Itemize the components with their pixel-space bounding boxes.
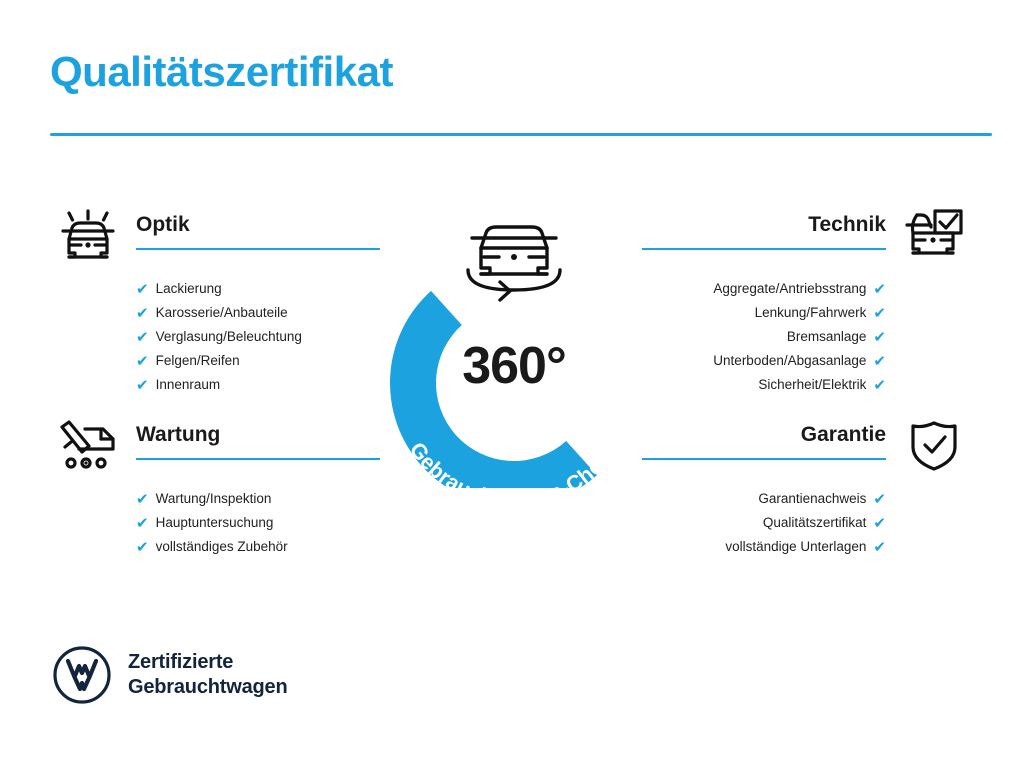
list-item-label: Wartung/Inspektion <box>155 491 272 506</box>
list-item: vollständige Unterlagen ✔ <box>642 535 886 559</box>
check-icon: ✔ <box>873 376 886 394</box>
list-item: ✔ Felgen/Reifen <box>136 349 380 373</box>
list-item: Sicherheit/Elektrik ✔ <box>642 373 886 397</box>
section-divider <box>136 248 380 250</box>
list-item: ✔ vollständiges Zubehör <box>136 535 380 559</box>
checklist-garantie: Garantienachweis ✔ Qualitätszertifikat ✔ v… <box>642 487 974 559</box>
page-title: Qualitätszertifikat <box>50 48 393 95</box>
list-item-label: Hauptuntersuchung <box>155 515 274 530</box>
checklist-optik: ✔ Lackierung ✔ Karosserie/Anbauteile ✔ Verg… <box>48 277 380 397</box>
list-item: Lenkung/Fahrwerk ✔ <box>642 301 886 325</box>
section-header: Garantie <box>642 415 974 477</box>
list-item-label: Garantienachweis <box>758 491 867 506</box>
list-item-label: Felgen/Reifen <box>155 353 240 368</box>
section-title: Optik <box>136 213 190 236</box>
badge-360-gebrauchtwagen-check: Gebrauchtwagen-Check 360° <box>368 188 660 488</box>
list-item-label: Verglasung/Beleuchtung <box>155 329 302 344</box>
section-title-wrap: Technik <box>642 205 886 250</box>
section-optik: Optik ✔ Lackierung ✔ Karosserie/Anbauteile… <box>48 205 380 397</box>
section-technik: Technik Aggregate/Antriebsstrang ✔ Lenkun… <box>642 205 974 397</box>
badge-number: 360° <box>462 337 567 395</box>
shield-check-icon <box>894 415 974 477</box>
list-item-label: Aggregate/Antriebsstrang <box>713 281 867 296</box>
section-wartung: Wartung ✔ Wartung/Inspektion ✔ Hauptunters… <box>48 415 380 559</box>
list-item: Unterboden/Abgasanlage ✔ <box>642 349 886 373</box>
list-item: Qualitätszertifikat ✔ <box>642 511 886 535</box>
list-item-label: Lackierung <box>155 281 222 296</box>
list-item: Bremsanlage ✔ <box>642 325 886 349</box>
check-icon: ✔ <box>136 352 149 370</box>
check-icon: ✔ <box>136 280 149 298</box>
section-divider <box>642 248 886 250</box>
section-divider <box>136 458 380 460</box>
car-shine-icon <box>48 205 128 267</box>
check-icon: ✔ <box>136 538 149 556</box>
list-item-label: vollständiges Zubehör <box>155 539 288 554</box>
section-title: Technik <box>808 213 886 236</box>
list-item: ✔ Innenraum <box>136 373 380 397</box>
check-icon: ✔ <box>873 538 886 556</box>
check-icon: ✔ <box>873 490 886 508</box>
title-divider <box>50 133 992 136</box>
footer-branding: Zertifizierte Gebrauchtwagen <box>52 645 288 705</box>
list-item-label: Innenraum <box>155 377 221 392</box>
section-title-wrap: Wartung <box>136 415 380 460</box>
section-header: Optik <box>48 205 380 267</box>
list-item-label: Karosserie/Anbauteile <box>155 305 288 320</box>
check-icon: ✔ <box>873 280 886 298</box>
section-title: Wartung <box>136 423 221 446</box>
footer-line-1: Zertifizierte <box>128 651 234 673</box>
check-icon: ✔ <box>873 328 886 346</box>
section-header: Technik <box>642 205 974 267</box>
list-item: Aggregate/Antriebsstrang ✔ <box>642 277 886 301</box>
list-item-label: Qualitätszertifikat <box>762 515 867 530</box>
footer-line-2: Gebrauchtwagen <box>128 676 288 698</box>
vw-logo <box>52 645 112 705</box>
list-item-label: Bremsanlage <box>786 329 867 344</box>
list-item: ✔ Verglasung/Beleuchtung <box>136 325 380 349</box>
section-title-wrap: Optik <box>136 205 380 250</box>
car-checkbox-icon <box>894 205 974 267</box>
footer-text: Zertifizierte Gebrauchtwagen <box>128 650 288 700</box>
check-icon: ✔ <box>136 514 149 532</box>
check-icon: ✔ <box>136 490 149 508</box>
check-icon: ✔ <box>136 328 149 346</box>
check-icon: ✔ <box>873 304 886 322</box>
check-icon: ✔ <box>873 352 886 370</box>
checklist-technik: Aggregate/Antriebsstrang ✔ Lenkung/Fahrwe… <box>642 277 974 397</box>
list-item: ✔ Lackierung <box>136 277 380 301</box>
section-garantie: Garantie Garantienachweis ✔ Qualitätszert… <box>642 415 974 559</box>
section-title: Garantie <box>800 423 886 446</box>
list-item-label: vollständige Unterlagen <box>725 539 867 554</box>
list-item: ✔ Wartung/Inspektion <box>136 487 380 511</box>
section-header: Wartung <box>48 415 380 477</box>
list-item-label: Unterboden/Abgasanlage <box>713 353 867 368</box>
checklist-wartung: ✔ Wartung/Inspektion ✔ Hauptuntersuchung ✔… <box>48 487 380 559</box>
list-item: ✔ Hauptuntersuchung <box>136 511 380 535</box>
car-service-pencil-icon <box>48 415 128 477</box>
list-item: Garantienachweis ✔ <box>642 487 886 511</box>
section-title-wrap: Garantie <box>642 415 886 460</box>
check-icon: ✔ <box>136 304 149 322</box>
check-icon: ✔ <box>136 376 149 394</box>
list-item: ✔ Karosserie/Anbauteile <box>136 301 380 325</box>
list-item-label: Lenkung/Fahrwerk <box>754 305 867 320</box>
section-divider <box>642 458 886 460</box>
check-icon: ✔ <box>873 514 886 532</box>
list-item-label: Sicherheit/Elektrik <box>758 377 867 392</box>
